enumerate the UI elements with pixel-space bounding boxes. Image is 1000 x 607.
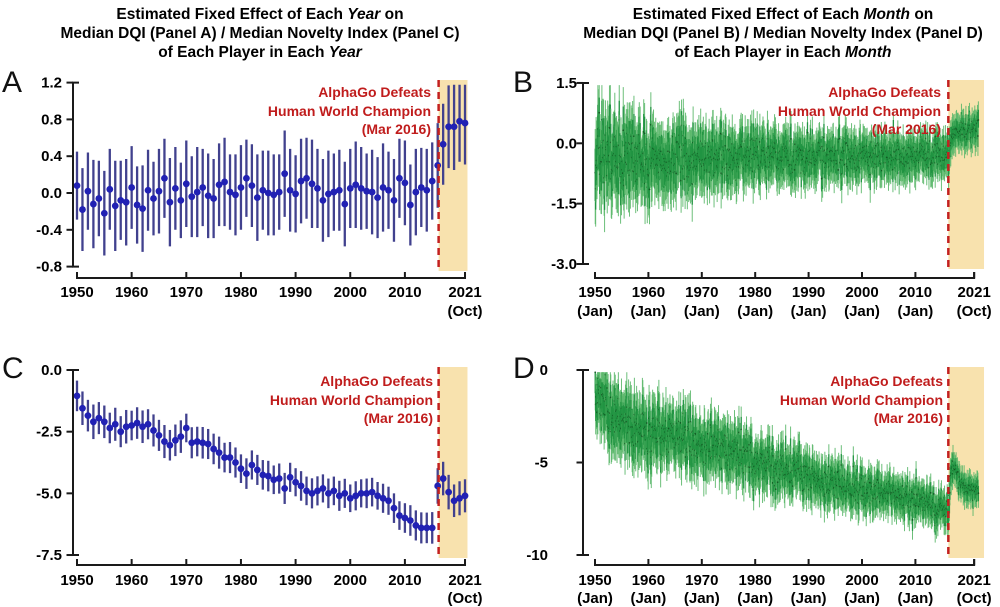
svg-text:1960: 1960 (632, 284, 665, 301)
title-line: Estimated Fixed Effect of Each Month on (632, 6, 934, 23)
panel-c-axes: 0.0 -2.5 -5.0 -7.5 1950 1960 1970 1980 1990 2000 2… (36, 362, 482, 607)
svg-text:(Jan): (Jan) (684, 303, 720, 320)
panel-d-annotation: AlphaGo Defeats Human World Champion (Ma… (743, 372, 943, 428)
svg-text:2010: 2010 (388, 284, 421, 301)
svg-text:2000: 2000 (334, 572, 367, 589)
svg-text:-0.4: -0.4 (36, 222, 63, 239)
figure-title-left: Estimated Fixed Effect of Each Year on Me… (20, 5, 500, 62)
panel-d-series (594, 371, 980, 543)
svg-text:(Oct): (Oct) (957, 303, 992, 320)
panel-d-letter: D (513, 352, 535, 385)
svg-text:(Oct): (Oct) (448, 303, 483, 320)
panel-d: 0-5-101950(Jan)1960(Jan)1970(Jan)1980(Ja… (526, 362, 991, 607)
svg-text:-3.0: -3.0 (551, 256, 577, 273)
svg-text:2021: 2021 (448, 572, 481, 589)
annotation-line: Human World Champion (777, 102, 941, 119)
svg-text:(Jan): (Jan) (630, 303, 666, 320)
svg-text:1950: 1950 (578, 284, 611, 301)
svg-text:-5.0: -5.0 (36, 485, 62, 502)
svg-text:0.4: 0.4 (41, 148, 63, 165)
title-line: Median DQI (Panel A) / Median Novelty In… (60, 25, 460, 42)
svg-text:1950: 1950 (60, 572, 93, 589)
svg-text:-0.8: -0.8 (36, 259, 62, 276)
svg-text:(Jan): (Jan) (897, 303, 933, 320)
svg-text:(Jan): (Jan) (791, 303, 827, 320)
annotation-line: AlphaGo Defeats (320, 373, 433, 389)
svg-text:2010: 2010 (388, 572, 421, 589)
panel-a-annotation: AlphaGo Defeats Human World Champion (Ma… (231, 83, 431, 139)
svg-text:2021: 2021 (957, 284, 990, 301)
annotation-line: Human World Champion (267, 102, 431, 119)
panel-b-annotation: AlphaGo Defeats Human World Champion (Ma… (741, 83, 941, 139)
svg-text:1970: 1970 (170, 572, 203, 589)
svg-text:2000: 2000 (334, 284, 367, 301)
panel-b-series (594, 85, 980, 233)
annotation-line: AlphaGo Defeats (828, 84, 941, 100)
svg-text:1990: 1990 (279, 572, 312, 589)
panel-a-series (73, 84, 469, 256)
svg-text:2021: 2021 (448, 284, 481, 301)
svg-text:1970: 1970 (170, 284, 203, 301)
panel-d-axes: 0-5-101950(Jan)1960(Jan)1970(Jan)1980(Ja… (526, 362, 991, 607)
annotation-line: Human World Champion (269, 391, 433, 408)
svg-text:1980: 1980 (224, 572, 257, 589)
panel-c: 0.0 -2.5 -5.0 -7.5 1950 1960 1970 1980 1990 2000 2… (36, 362, 482, 607)
svg-text:1.5: 1.5 (556, 75, 577, 92)
svg-text:-1.5: -1.5 (551, 196, 577, 213)
svg-text:-7.5: -7.5 (36, 547, 62, 564)
panel-c-annotation: AlphaGo Defeats Human World Champion (Ma… (233, 372, 433, 428)
svg-text:1970: 1970 (685, 284, 718, 301)
annotation-line: AlphaGo Defeats (830, 373, 943, 389)
svg-text:(Jan): (Jan) (737, 303, 773, 320)
svg-text:0.0: 0.0 (41, 362, 62, 379)
svg-text:1960: 1960 (115, 284, 148, 301)
panel-a: 1.2 0.8 0.4 0.0 -0.4 -0.8 1950 1960 1970 1980 1990… (36, 75, 482, 320)
title-line: Median DQI (Panel B) / Median Novelty In… (583, 25, 983, 42)
title-line: of Each Player in Each Year (158, 44, 362, 61)
annotation-line: (Mar 2016) (873, 410, 943, 426)
svg-text:2000: 2000 (845, 284, 878, 301)
annotation-line: (Mar 2016) (363, 410, 433, 426)
annotation-line: (Mar 2016) (871, 121, 941, 137)
svg-text:(Jan): (Jan) (577, 303, 613, 320)
svg-text:1950: 1950 (60, 284, 93, 301)
svg-text:1990: 1990 (279, 284, 312, 301)
panel-c-letter: C (2, 352, 24, 385)
figure-title-right: Estimated Fixed Effect of Each Month on M… (543, 5, 1000, 62)
svg-text:0.8: 0.8 (41, 111, 62, 128)
svg-text:-2.5: -2.5 (36, 424, 62, 441)
annotation-line: AlphaGo Defeats (318, 84, 431, 100)
panel-c-series (73, 380, 469, 544)
svg-text:1980: 1980 (224, 284, 257, 301)
panel-b-letter: B (513, 66, 534, 99)
annotation-line: Human World Champion (779, 391, 943, 408)
annotation-line: (Mar 2016) (361, 121, 431, 137)
svg-text:1960: 1960 (115, 572, 148, 589)
svg-text:1990: 1990 (792, 284, 825, 301)
svg-text:(Oct): (Oct) (448, 590, 483, 607)
panel-a-axes: 1.2 0.8 0.4 0.0 -0.4 -0.8 1950 1960 1970 1980 1990… (36, 75, 482, 320)
svg-text:0.0: 0.0 (41, 185, 62, 202)
panel-a-letter: A (2, 66, 23, 99)
title-line: of Each Player in Each Month (674, 44, 892, 61)
svg-text:1980: 1980 (739, 284, 772, 301)
title-line: Estimated Fixed Effect of Each Year on (116, 6, 404, 23)
svg-text:(Jan): (Jan) (844, 303, 880, 320)
svg-text:0.0: 0.0 (556, 135, 577, 152)
svg-text:2010: 2010 (899, 284, 932, 301)
svg-text:1.2: 1.2 (41, 75, 62, 92)
